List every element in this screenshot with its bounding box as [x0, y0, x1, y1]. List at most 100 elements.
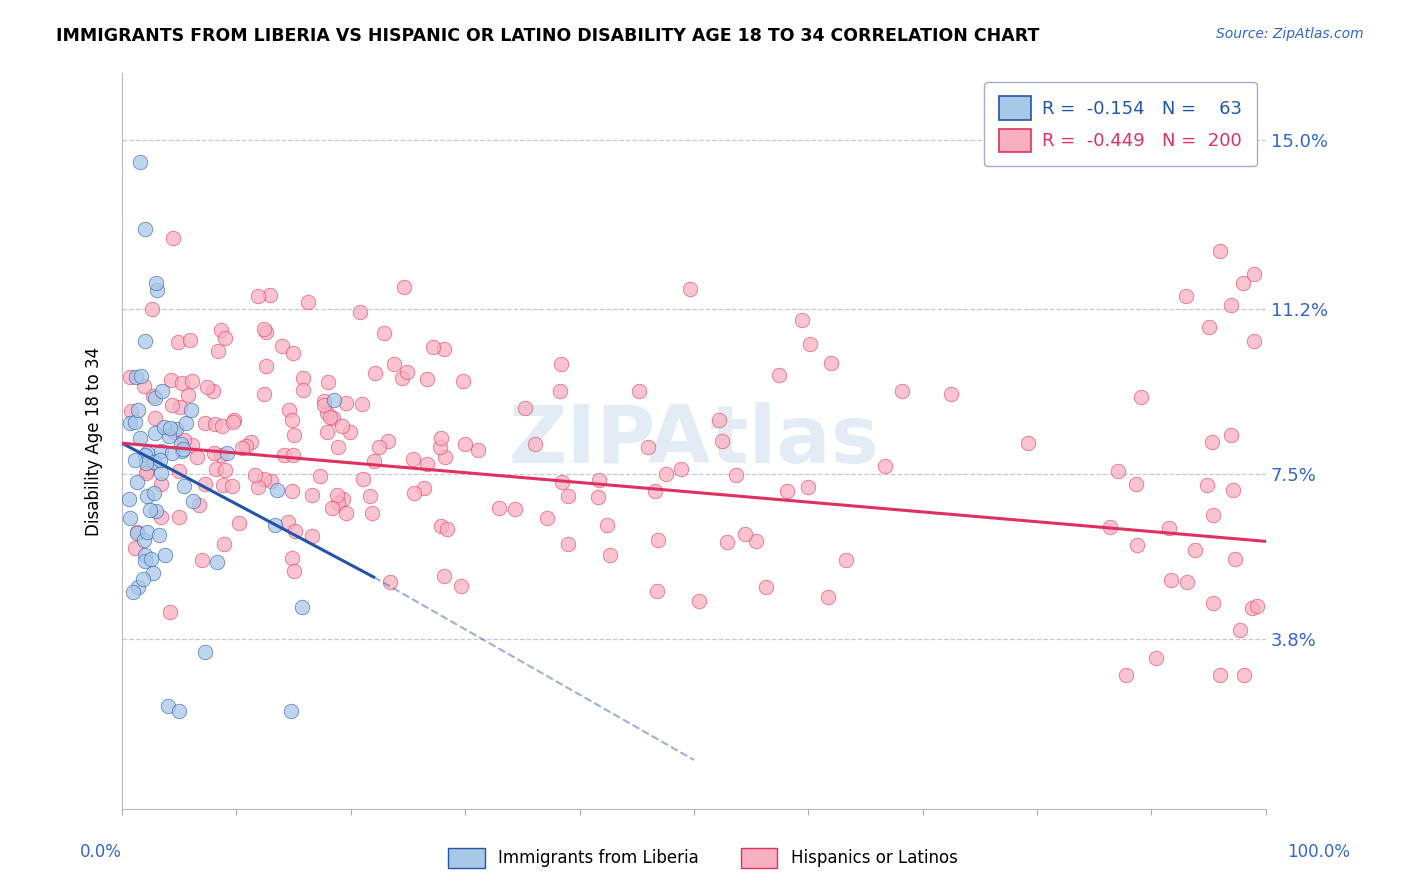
Point [145, 411, 167, 425]
Point [212, 537, 235, 551]
Point [321, 501, 343, 516]
Point [125, 370, 148, 384]
Point [513, 401, 536, 415]
Point [194, 416, 217, 430]
Point [247, 289, 270, 303]
Point [253, 322, 276, 336]
Point [711, 434, 734, 448]
Point [142, 566, 165, 581]
Point [301, 488, 323, 502]
Point [724, 468, 747, 483]
Point [382, 357, 405, 371]
Point [596, 517, 619, 532]
Point [450, 579, 472, 593]
Point [165, 421, 187, 435]
Point [416, 372, 439, 386]
Point [194, 645, 217, 659]
Point [436, 523, 458, 537]
Point [120, 404, 142, 418]
Point [132, 572, 155, 586]
Point [790, 312, 813, 326]
Point [167, 464, 190, 478]
Point [122, 585, 145, 599]
Point [135, 466, 157, 480]
Point [1202, 596, 1225, 610]
Point [143, 455, 166, 469]
Point [170, 443, 193, 458]
Point [174, 416, 197, 430]
Point [308, 469, 330, 483]
Point [281, 345, 304, 359]
Point [141, 301, 163, 316]
Point [875, 458, 897, 473]
Point [939, 386, 962, 401]
Point [173, 434, 195, 448]
Text: ZIPAtlas: ZIPAtlas [509, 402, 879, 480]
Point [135, 525, 157, 540]
Point [891, 384, 914, 398]
Point [167, 704, 190, 718]
Point [283, 524, 305, 538]
Point [745, 533, 768, 548]
Point [1017, 436, 1039, 450]
Point [202, 446, 225, 460]
Legend: R =  -0.154   N =    63, R =  -0.449   N =  200: R = -0.154 N = 63, R = -0.449 N = 200 [984, 82, 1257, 166]
Point [120, 416, 142, 430]
Point [301, 529, 323, 543]
Point [127, 525, 149, 540]
Point [402, 452, 425, 467]
Point [281, 448, 304, 462]
Point [160, 446, 183, 460]
Point [153, 548, 176, 562]
Text: IMMIGRANTS FROM LIBERIA VS HISPANIC OR LATINO DISABILITY AGE 18 TO 34 CORRELATIO: IMMIGRANTS FROM LIBERIA VS HISPANIC OR L… [56, 27, 1039, 45]
Point [1209, 668, 1232, 682]
Point [149, 477, 172, 491]
Point [145, 391, 167, 405]
Point [136, 446, 159, 460]
Point [136, 489, 159, 503]
Point [205, 555, 228, 569]
Point [413, 481, 436, 495]
Point [166, 334, 188, 349]
Point [1125, 476, 1147, 491]
Point [467, 442, 489, 457]
Point [224, 413, 246, 427]
Point [647, 533, 669, 547]
Point [644, 483, 666, 498]
Point [1175, 575, 1198, 590]
Point [1243, 267, 1265, 281]
Point [1157, 521, 1180, 535]
Point [1209, 244, 1232, 259]
Point [167, 509, 190, 524]
Point [1184, 543, 1206, 558]
Point [143, 426, 166, 441]
Point [316, 425, 339, 440]
Point [153, 420, 176, 434]
Point [132, 379, 155, 393]
Point [319, 409, 342, 424]
Point [433, 342, 456, 356]
Point [396, 365, 419, 379]
Point [1243, 334, 1265, 348]
Text: Source: ZipAtlas.com: Source: ZipAtlas.com [1216, 27, 1364, 41]
Point [297, 294, 319, 309]
Point [291, 383, 314, 397]
Point [170, 376, 193, 391]
Point [586, 490, 609, 504]
Point [152, 384, 174, 399]
Point [363, 453, 385, 467]
Point [332, 419, 354, 434]
Y-axis label: Disability Age 18 to 34: Disability Age 18 to 34 [86, 346, 103, 535]
Point [451, 375, 474, 389]
Point [1246, 599, 1268, 614]
Point [181, 494, 204, 508]
Point [204, 417, 226, 431]
Point [160, 398, 183, 412]
Point [1201, 435, 1223, 450]
Point [734, 526, 756, 541]
Point [1229, 623, 1251, 637]
Point [134, 334, 156, 348]
Point [349, 304, 371, 318]
Point [364, 366, 387, 380]
Point [264, 518, 287, 533]
